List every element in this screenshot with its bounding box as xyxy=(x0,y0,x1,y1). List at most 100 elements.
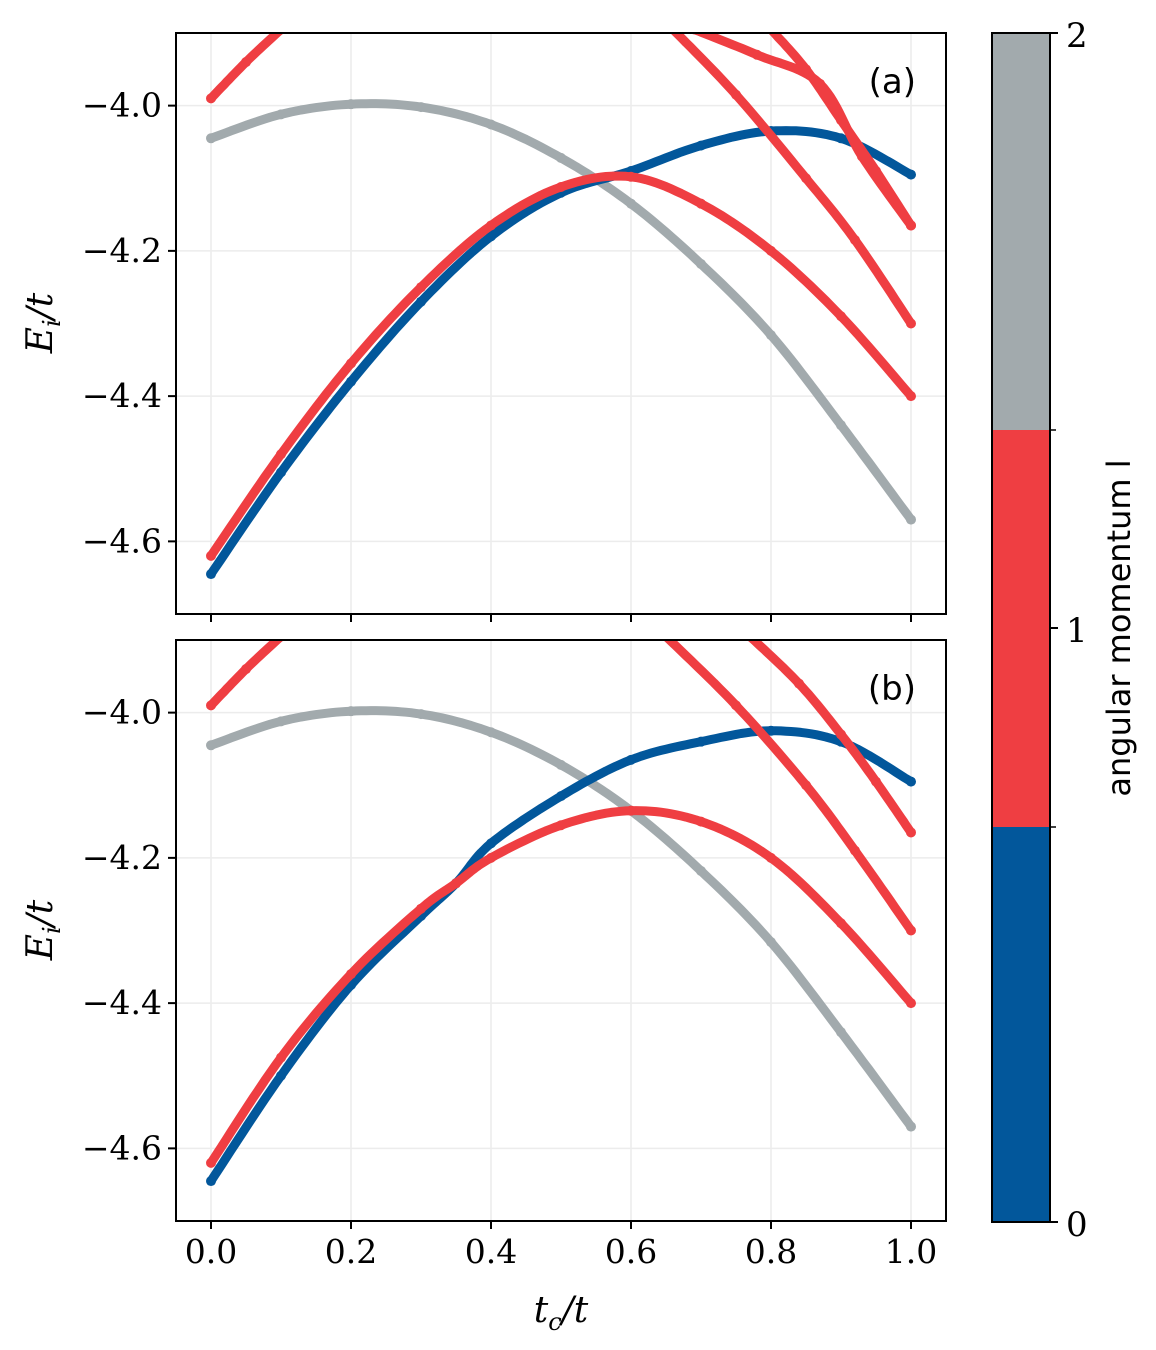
panel-label-b: (b) xyxy=(868,669,916,709)
series-a-0 xyxy=(206,99,916,525)
x-tick-label-0: 0.0 xyxy=(185,1232,237,1271)
data-point xyxy=(556,759,566,770)
x-tick-label-4: 0.8 xyxy=(745,1232,797,1271)
data-point xyxy=(486,852,496,863)
axes-frame-b xyxy=(175,639,947,1222)
series-a-1 xyxy=(206,126,916,580)
data-point xyxy=(766,330,776,341)
data-point xyxy=(696,816,706,827)
data-point xyxy=(906,925,916,936)
data-point xyxy=(626,805,636,816)
series-a-6 xyxy=(767,33,916,231)
data-point xyxy=(836,729,846,740)
data-point xyxy=(276,449,286,460)
data-point xyxy=(696,198,706,209)
y-tick-label-2: −4.4 xyxy=(82,376,162,415)
data-point xyxy=(794,678,804,689)
data-point xyxy=(346,99,356,110)
colorbar-tick-label-2: 2 xyxy=(1066,16,1088,56)
x-tick-label-2: 0.4 xyxy=(465,1232,517,1271)
data-point xyxy=(850,845,860,856)
data-point xyxy=(766,937,776,948)
data-point xyxy=(801,64,811,75)
data-point xyxy=(626,171,636,182)
data-point xyxy=(906,776,916,787)
data-point xyxy=(276,1052,286,1063)
data-point xyxy=(906,998,916,1009)
series-b xyxy=(206,640,916,1187)
x-tick-label-5: 1.0 xyxy=(885,1232,937,1271)
data-point xyxy=(696,736,706,747)
series-line xyxy=(206,726,916,1186)
series-line xyxy=(206,706,916,1132)
data-point xyxy=(752,49,762,60)
data-point xyxy=(556,181,566,192)
data-point xyxy=(346,376,356,387)
series-b-1 xyxy=(206,725,916,1187)
xlabel: tc/t xyxy=(534,1290,589,1336)
series-a-4 xyxy=(669,33,916,329)
data-point xyxy=(346,706,356,717)
data-point xyxy=(906,318,916,329)
data-point xyxy=(906,391,916,402)
panel-b: 0.0 0.2 0.4 0.6 0.8 1.0 −4.0 −4.2 −4.4 −4.6 (b) E… xyxy=(20,639,947,1336)
series-a-3 xyxy=(206,33,285,104)
series-b-0 xyxy=(206,706,916,1132)
data-point xyxy=(451,878,461,889)
series-line xyxy=(206,806,916,1168)
data-point xyxy=(346,358,356,369)
data-point xyxy=(871,776,881,787)
data-point xyxy=(486,220,496,231)
data-point xyxy=(906,169,916,180)
series-b-4 xyxy=(662,640,916,936)
data-point xyxy=(206,93,216,104)
data-point xyxy=(731,89,741,100)
data-point xyxy=(556,820,566,831)
data-point xyxy=(486,838,496,849)
data-point xyxy=(346,969,356,980)
data-point xyxy=(416,296,426,307)
data-point xyxy=(206,1157,216,1168)
data-point xyxy=(206,740,216,751)
data-point xyxy=(766,852,776,863)
axes-frame-a xyxy=(175,32,947,615)
data-point xyxy=(836,1027,846,1038)
data-point xyxy=(836,918,846,929)
colorbar-segment-l1 xyxy=(992,430,1050,827)
data-point xyxy=(626,754,636,765)
series-line xyxy=(206,171,916,561)
colorbar-segment-l0 xyxy=(992,827,1050,1222)
colorbar-tick-label-0: 0 xyxy=(1066,1205,1088,1245)
data-point xyxy=(731,700,741,711)
colorbar: 0 1 2 angular momentum l xyxy=(991,16,1138,1245)
data-point xyxy=(486,231,496,242)
data-point xyxy=(241,57,251,68)
data-point xyxy=(801,780,811,791)
data-point xyxy=(276,1070,286,1081)
data-point xyxy=(836,115,846,126)
x-tick-label-1: 0.2 xyxy=(325,1232,377,1271)
series-line xyxy=(206,99,916,525)
data-point xyxy=(766,725,776,736)
y-tick-label-0: −4.0 xyxy=(82,86,162,125)
colorbar-label: angular momentum l xyxy=(1100,459,1138,796)
data-point xyxy=(416,903,426,914)
ticks-a: −4.0 −4.2 −4.4 −4.6 xyxy=(82,86,912,622)
data-point xyxy=(906,827,916,838)
data-point xyxy=(416,282,426,293)
grid-a xyxy=(176,33,946,614)
data-point xyxy=(766,245,776,256)
data-point xyxy=(416,102,426,113)
data-point xyxy=(906,514,916,525)
data-point xyxy=(836,420,846,431)
data-point xyxy=(850,234,860,245)
data-point xyxy=(696,258,706,269)
data-point xyxy=(556,791,566,802)
y-tick-label-3: −4.6 xyxy=(82,521,162,560)
data-point xyxy=(801,173,811,184)
ylabel-a: Ei/t xyxy=(20,292,66,354)
data-point xyxy=(276,716,286,727)
series-b-3 xyxy=(206,640,285,711)
data-point xyxy=(206,569,216,580)
